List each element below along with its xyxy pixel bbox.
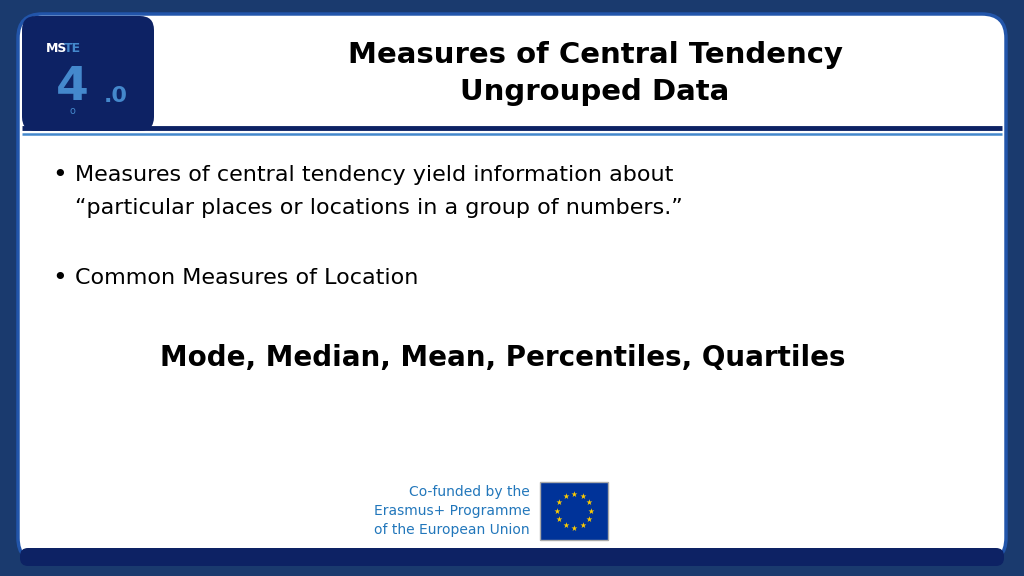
FancyBboxPatch shape bbox=[20, 548, 1004, 566]
Text: ★: ★ bbox=[562, 521, 569, 530]
Text: ★: ★ bbox=[586, 515, 592, 524]
Text: ★: ★ bbox=[588, 506, 595, 516]
Bar bbox=[540, 482, 608, 540]
Text: of the European Union: of the European Union bbox=[375, 523, 530, 537]
Text: o: o bbox=[70, 106, 75, 116]
Text: Measures of central tendency yield information about: Measures of central tendency yield infor… bbox=[75, 165, 674, 185]
Text: “particular places or locations in a group of numbers.”: “particular places or locations in a gro… bbox=[75, 198, 683, 218]
FancyBboxPatch shape bbox=[18, 14, 1006, 562]
Text: .0: .0 bbox=[103, 86, 128, 106]
Text: ★: ★ bbox=[586, 498, 592, 507]
Text: ★: ★ bbox=[556, 515, 563, 524]
Text: ★: ★ bbox=[579, 521, 586, 530]
FancyBboxPatch shape bbox=[22, 16, 154, 131]
Text: Erasmus+ Programme: Erasmus+ Programme bbox=[374, 504, 530, 518]
Text: Co-funded by the: Co-funded by the bbox=[410, 485, 530, 499]
Text: ★: ★ bbox=[554, 506, 560, 516]
Text: ★: ★ bbox=[579, 492, 586, 501]
Text: ★: ★ bbox=[570, 524, 578, 532]
Text: Mode, Median, Mean, Percentiles, Quartiles: Mode, Median, Mean, Percentiles, Quartil… bbox=[160, 344, 846, 372]
Text: ★: ★ bbox=[570, 490, 578, 498]
Text: ★: ★ bbox=[556, 498, 563, 507]
Text: ★: ★ bbox=[562, 492, 569, 501]
Text: Measures of Central Tendency: Measures of Central Tendency bbox=[347, 41, 843, 69]
Text: •: • bbox=[52, 163, 67, 187]
Text: •: • bbox=[52, 266, 67, 290]
Text: TE: TE bbox=[63, 41, 81, 55]
Text: Ungrouped Data: Ungrouped Data bbox=[461, 78, 730, 106]
Text: Common Measures of Location: Common Measures of Location bbox=[75, 268, 419, 288]
Text: MS: MS bbox=[46, 41, 68, 55]
Text: 4: 4 bbox=[55, 66, 89, 111]
